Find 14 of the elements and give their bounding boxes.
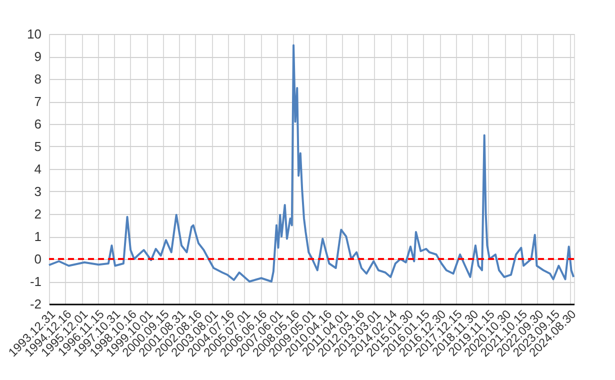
line-series bbox=[48, 44, 575, 282]
y-tick-label: -1 bbox=[30, 274, 42, 289]
y-tick-label: -2 bbox=[30, 296, 42, 312]
y-tick-label: 3 bbox=[34, 184, 42, 199]
y-tick-label: 8 bbox=[34, 72, 42, 86]
y-tick-label: 5 bbox=[34, 139, 42, 154]
y-tick-label: 9 bbox=[34, 49, 42, 64]
y-tick-label: 6 bbox=[34, 116, 42, 132]
y-tick-label: 0 bbox=[34, 252, 42, 266]
y-tick-label: 2 bbox=[34, 206, 42, 222]
y-tick-label: 7 bbox=[34, 94, 42, 109]
y-tick-label: 1 bbox=[34, 229, 42, 244]
y-tick-label: 4 bbox=[34, 162, 42, 176]
y-tick-label: 10 bbox=[27, 26, 42, 42]
